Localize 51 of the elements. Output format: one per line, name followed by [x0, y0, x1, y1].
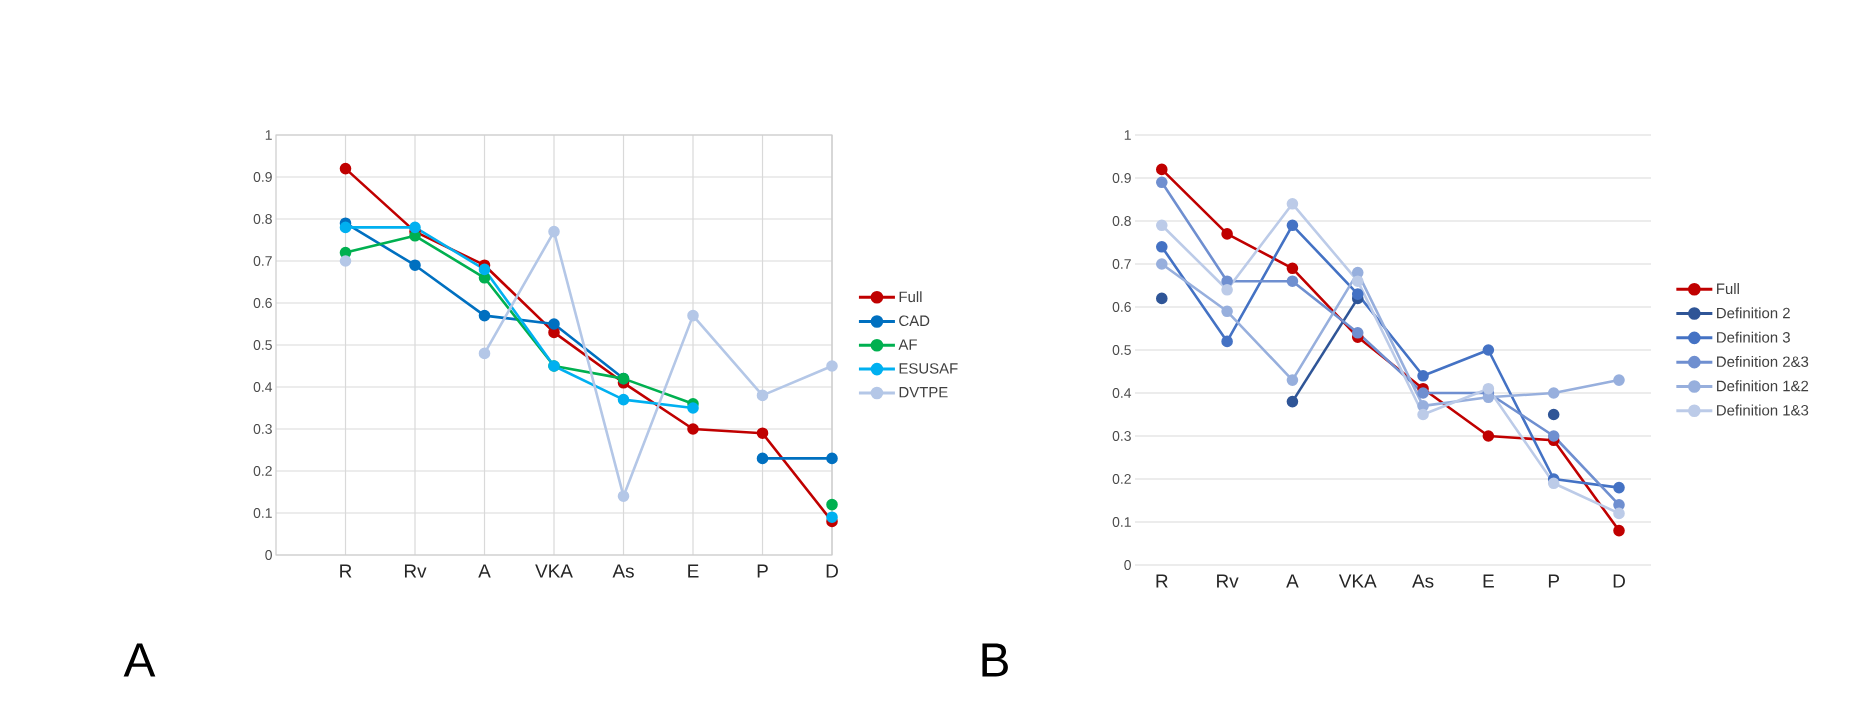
- x-tick-label: D: [1613, 574, 1625, 588]
- y-tick-label: 0: [1124, 560, 1131, 570]
- legend-label: Definition 3: [1717, 331, 1790, 343]
- y-tick-label: 0.6: [1112, 302, 1131, 312]
- y-tick-label: 0.2: [1112, 474, 1131, 484]
- x-tick-label: VKA: [1338, 574, 1377, 588]
- text: B: [982, 643, 1008, 677]
- legend-label: Full: [1717, 283, 1739, 295]
- x-tick-label: A: [1286, 574, 1299, 588]
- legend-label: Definition 1&3: [1717, 404, 1809, 416]
- legend-label: Definition 2&3: [1717, 355, 1809, 367]
- legend-label: Definition 2: [1717, 307, 1790, 319]
- x-tick-label: P: [1548, 574, 1560, 588]
- y-tick-label: 0.2: [253, 466, 272, 476]
- legend-label: Full: [899, 291, 922, 303]
- legend-label: ESUSAF: [899, 363, 958, 374]
- x-tick-label: A: [478, 564, 491, 578]
- text: A: [123, 643, 156, 677]
- y-tick-label: 0.9: [253, 172, 272, 182]
- y-tick-label: 0.4: [253, 382, 273, 392]
- y-tick-label: 0.7: [1112, 259, 1131, 269]
- x-tick-label: As: [1412, 574, 1434, 588]
- y-tick-label: 0.8: [253, 214, 272, 224]
- x-tick-label: D: [826, 564, 838, 578]
- x-tick-label: E: [1483, 574, 1494, 588]
- y-tick-label: 0.7: [253, 256, 272, 266]
- legend-label: DVTPE: [899, 387, 948, 398]
- legend-label: CAD: [899, 315, 930, 327]
- x-tick-label: Rv: [404, 564, 427, 578]
- x-tick-label: R: [340, 564, 352, 578]
- y-tick-label: 0.3: [253, 424, 272, 434]
- x-tick-label: P: [757, 564, 768, 578]
- legend-label: AF: [898, 339, 917, 350]
- y-tick-label: 0.6: [253, 298, 272, 308]
- y-tick-label: 0.4: [1112, 388, 1132, 398]
- x-tick-label: Rv: [1217, 574, 1239, 588]
- x-tick-label: VKA: [535, 564, 573, 578]
- legend-label: Definition 1&2: [1717, 380, 1809, 392]
- y-tick-label: 0.3: [1112, 431, 1131, 441]
- y-tick-label: 0.1: [1112, 517, 1131, 527]
- y-tick-label: 0.8: [1112, 216, 1131, 226]
- x-tick-label: R: [1156, 574, 1168, 588]
- y-tick-label: 1: [265, 130, 272, 140]
- y-tick-label: 0.5: [1112, 345, 1131, 355]
- y-tick-label: 1: [1124, 130, 1131, 140]
- y-tick-label: 0.5: [253, 340, 272, 350]
- y-tick-label: 0: [265, 550, 272, 560]
- y-tick-label: 0.9: [1112, 173, 1131, 183]
- x-tick-label: E: [688, 564, 699, 578]
- x-tick-label: As: [612, 564, 634, 578]
- y-tick-label: 0.1: [253, 508, 272, 518]
